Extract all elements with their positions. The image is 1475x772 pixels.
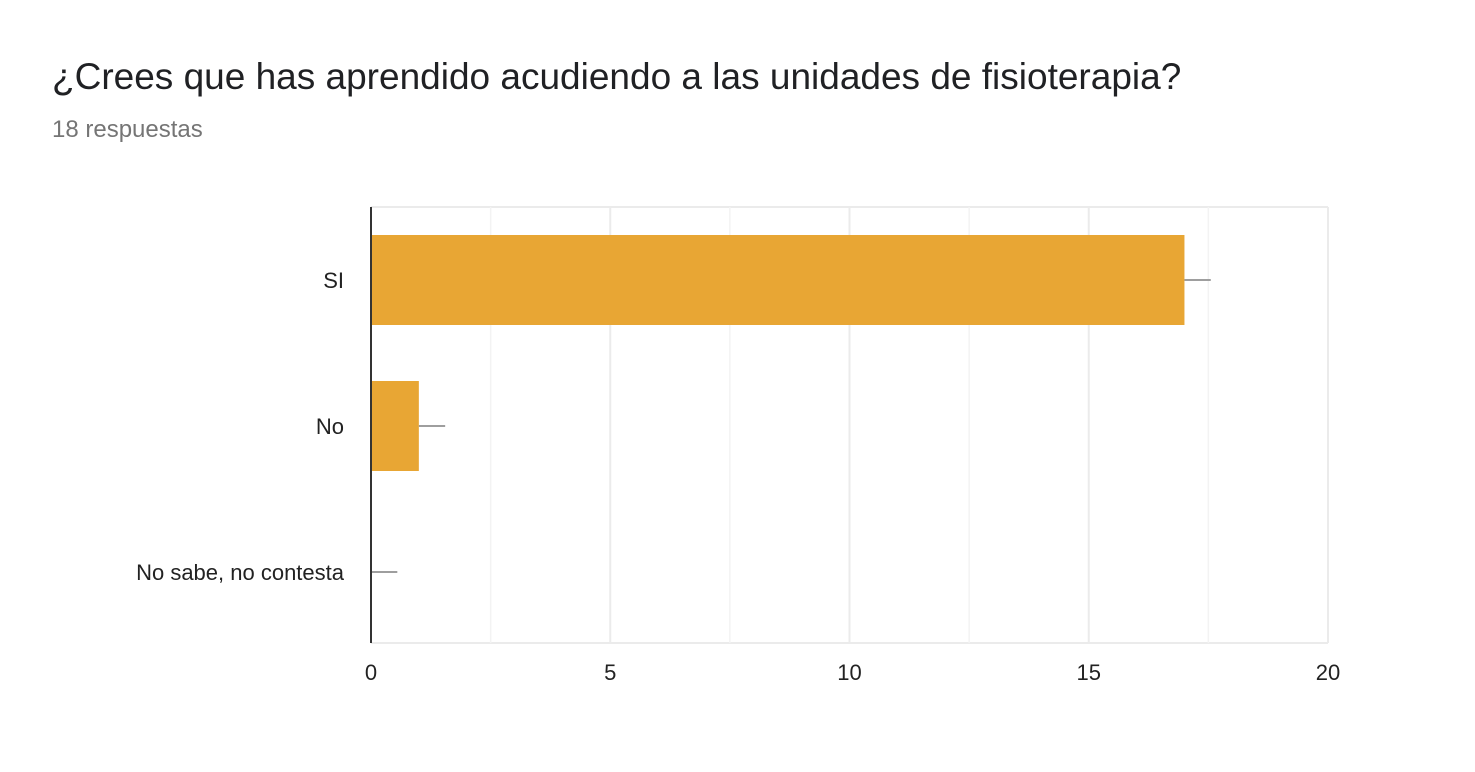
x-tick-label: 15 xyxy=(1077,660,1101,685)
bar-0 xyxy=(371,235,1185,325)
bar-1 xyxy=(371,381,419,471)
x-tick-label: 0 xyxy=(365,660,377,685)
x-tick-label: 5 xyxy=(604,660,616,685)
category-label: No xyxy=(316,414,344,439)
category-label: No sabe, no contesta xyxy=(136,560,345,585)
category-label: SI xyxy=(323,268,344,293)
x-tick-label: 20 xyxy=(1316,660,1340,685)
question-title: ¿Crees que has aprendido acudiendo a las… xyxy=(52,56,1182,97)
x-tick-label: 10 xyxy=(837,660,861,685)
response-count: 18 respuestas xyxy=(52,116,203,143)
